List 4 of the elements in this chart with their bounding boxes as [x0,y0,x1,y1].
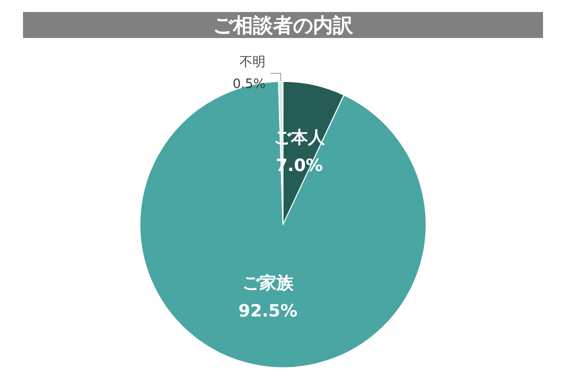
chart-title: ご相談者の内訳 [213,13,354,37]
slice-label: 不明 [240,54,266,70]
data-label: 92.5% [238,302,298,322]
slice-label: ご家族 [242,274,294,294]
